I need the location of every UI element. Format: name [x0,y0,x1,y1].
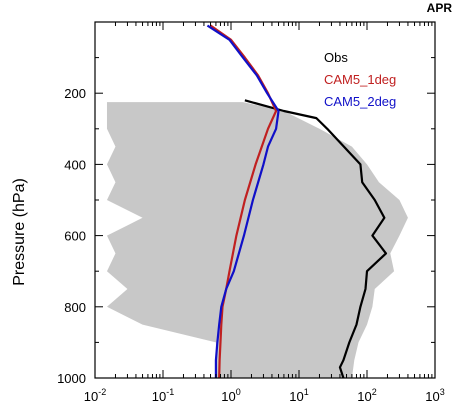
obs-range-area [106,102,408,378]
x-tick-label: 100 [221,387,240,404]
series-line-obs [244,99,388,379]
legend-entry-obs: Obs [324,50,348,65]
x-tick-label: 101 [289,387,308,404]
legend-entry-cam5-1deg: CAM5_1deg [324,72,396,87]
legend: Obs CAM5_1deg CAM5_2deg [324,50,396,109]
y-tick-label: 800 [64,300,86,315]
tick-labels: 10-2 10-1 100 101 102 103 200 400 600 800 1000 [57,86,445,404]
y-tick-label: 400 [64,157,86,172]
legend-entry-cam5-2deg: CAM5_2deg [324,94,396,109]
x-tick-label: 10-1 [152,387,174,404]
y-tick-label: 1000 [57,371,86,386]
chart-title-right: APR [427,1,453,15]
x-tick-label: 103 [425,387,444,404]
x-tick-label: 10-2 [84,387,106,404]
series-lines [206,24,388,379]
y-tick-label: 200 [64,86,86,101]
obs-range-shading [106,102,408,378]
axis-ticks [94,22,436,379]
y-axis-label: Pressure (hPa) [11,178,28,286]
x-tick-label: 102 [357,387,376,404]
series-line-cam5-2deg [206,24,280,378]
series-line-cam5-1deg [209,24,278,379]
y-tick-label: 600 [64,229,86,244]
